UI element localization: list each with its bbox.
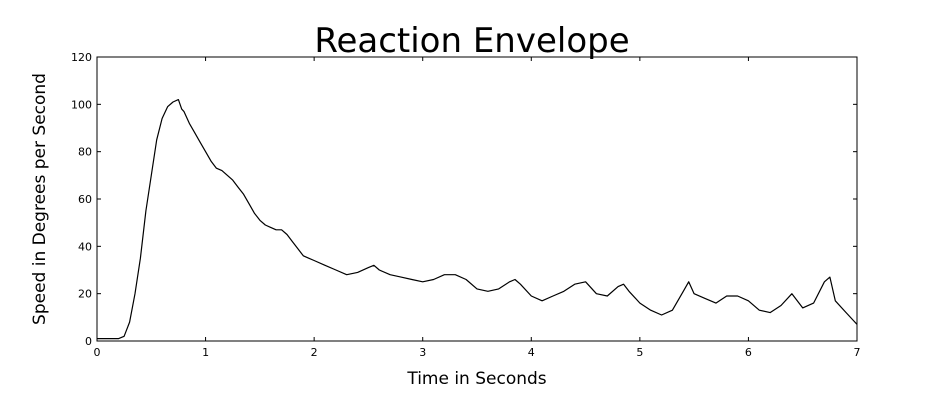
- plot-frame: [96, 56, 858, 342]
- y-tick-label: 0: [85, 335, 92, 348]
- x-tick-label: 3: [419, 346, 426, 359]
- x-tick-label: 7: [854, 346, 861, 359]
- y-tick-label: 120: [71, 51, 92, 64]
- axis-ticks: 0 1 2 3 4 5 6 7 0 20 40 60 80 100 120: [71, 51, 861, 359]
- y-tick-label: 60: [78, 193, 92, 206]
- y-tick-label: 100: [71, 98, 92, 111]
- x-tick-label: 5: [636, 346, 643, 359]
- x-tick-label: 1: [202, 346, 209, 359]
- y-axis-label: Speed in Degrees per Second: [30, 73, 50, 325]
- x-tick-label: 0: [94, 346, 101, 359]
- x-tick-label: 4: [528, 346, 535, 359]
- y-tick-label: 20: [78, 288, 92, 301]
- x-tick-label: 2: [311, 346, 318, 359]
- chart-title: Reaction Envelope: [314, 21, 629, 61]
- y-tick-label: 40: [78, 240, 92, 253]
- y-tick-label: 80: [78, 146, 92, 159]
- x-axis-label: Time in Seconds: [406, 369, 546, 389]
- series-line: [97, 99, 858, 340]
- x-tick-label: 6: [745, 346, 752, 359]
